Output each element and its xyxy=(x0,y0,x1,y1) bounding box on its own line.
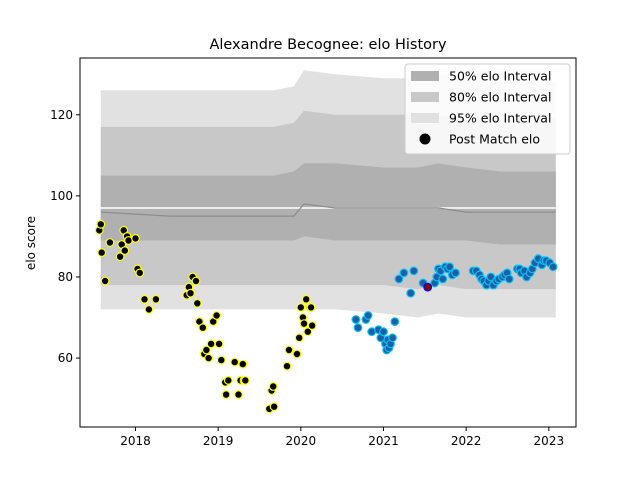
data-point xyxy=(214,339,224,349)
data-point xyxy=(301,294,311,304)
data-point xyxy=(192,298,202,308)
data-point xyxy=(206,339,216,349)
data-point xyxy=(240,376,250,385)
data-point xyxy=(394,274,404,284)
data-point xyxy=(135,268,145,278)
data-point xyxy=(303,327,313,337)
data-point xyxy=(451,268,460,278)
data-point xyxy=(548,262,558,272)
y-tick-label: 60 xyxy=(58,351,73,365)
y-tick-label: 100 xyxy=(50,189,73,203)
data-point xyxy=(351,315,361,324)
data-point xyxy=(230,357,240,367)
data-point xyxy=(353,323,363,333)
data-point xyxy=(105,238,115,247)
data-point xyxy=(120,246,130,256)
y-tick-label: 120 xyxy=(50,108,73,122)
data-point xyxy=(438,274,448,284)
data-point xyxy=(115,252,125,262)
y-tick-label: 80 xyxy=(58,270,73,284)
legend-swatch xyxy=(411,71,439,81)
data-point xyxy=(221,390,231,400)
data-point xyxy=(282,361,292,371)
data-point xyxy=(198,323,208,333)
data-point xyxy=(216,355,226,365)
data-point xyxy=(186,288,195,298)
plot-frame xyxy=(79,57,577,428)
data-point xyxy=(379,327,388,337)
legend-swatch xyxy=(411,113,439,123)
x-tick-label: 2018 xyxy=(120,434,151,448)
data-point xyxy=(204,353,214,363)
data-point xyxy=(191,276,201,286)
x-tick-label: 2021 xyxy=(368,434,399,448)
data-point xyxy=(390,317,400,327)
data-point xyxy=(363,311,373,320)
data-point xyxy=(284,345,294,355)
data-point xyxy=(234,390,243,400)
data-point xyxy=(307,321,317,331)
x-tick-label: 2019 xyxy=(203,434,234,448)
data-point xyxy=(144,305,154,314)
data-point xyxy=(223,376,233,385)
x-tick-label: 2023 xyxy=(534,434,565,448)
data-point xyxy=(504,274,514,284)
legend-swatch xyxy=(411,92,439,102)
data-point xyxy=(238,359,248,369)
data-point xyxy=(201,345,211,355)
data-point xyxy=(131,233,140,243)
x-tick-label: 2020 xyxy=(286,434,317,448)
legend-marker xyxy=(419,133,431,145)
legend-box xyxy=(404,63,571,155)
data-point xyxy=(151,294,161,304)
data-point xyxy=(399,268,409,278)
data-point xyxy=(96,219,106,229)
data-point xyxy=(409,266,419,276)
data-point xyxy=(406,288,416,298)
data-point xyxy=(306,303,316,312)
data-point xyxy=(97,248,107,258)
post-match-points xyxy=(94,219,558,414)
data-point xyxy=(423,282,433,292)
band-50 xyxy=(100,163,556,245)
legend-label: 50% elo Interval xyxy=(449,69,551,84)
legend: 50% elo Interval 80% elo Interval 95% elo … xyxy=(404,63,571,155)
data-point xyxy=(140,294,149,304)
data-point xyxy=(292,349,302,359)
legend-label: 95% elo Interval xyxy=(449,111,551,126)
data-point xyxy=(299,319,309,329)
chart-title: Alexandre Becognee: elo History xyxy=(209,37,447,53)
data-point xyxy=(269,402,279,412)
x-tick-label: 2022 xyxy=(451,434,482,448)
legend-label: 80% elo Interval xyxy=(449,90,551,105)
data-point xyxy=(212,311,222,320)
legend-label: Post Match elo xyxy=(449,132,540,147)
data-point xyxy=(100,276,110,286)
data-point xyxy=(268,382,278,391)
data-point xyxy=(445,262,455,272)
data-point xyxy=(388,333,397,343)
mean-line xyxy=(100,203,556,217)
data-point xyxy=(296,303,306,312)
data-point xyxy=(294,333,304,343)
y-axis-label: elo score xyxy=(24,216,38,270)
axes: 2018 2019 2020 2021 2022 2023 60 80 100 120 xyxy=(50,57,577,448)
